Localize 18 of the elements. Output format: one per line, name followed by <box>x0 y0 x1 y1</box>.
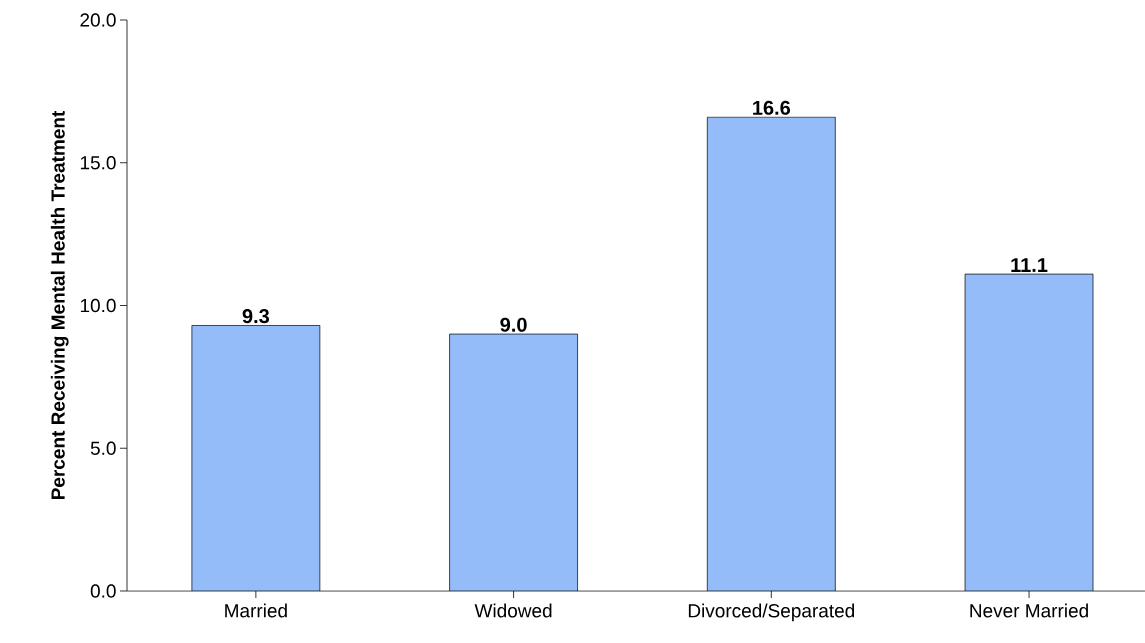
x-tick-label: Widowed <box>474 603 552 618</box>
x-tick-label: Married <box>225 603 287 618</box>
y-tick-label: 0.0 <box>90 584 116 598</box>
data-label: 9.0 <box>500 317 527 332</box>
bar <box>191 325 321 591</box>
y-tick-label: 15.0 <box>80 156 116 170</box>
y-tick-label: 10.0 <box>80 298 116 313</box>
x-tick-label: Divorced/Separated <box>688 603 855 622</box>
data-label: 16.6 <box>753 100 791 115</box>
data-label: 9.3 <box>242 309 270 324</box>
y-tick-label: 5.0 <box>90 441 116 455</box>
bar <box>964 273 1094 591</box>
x-tick-label: Never Married <box>970 603 1088 618</box>
data-label: 11.1 <box>1011 258 1048 272</box>
y-axis-title: Percent Receiving Mental Health Treatment <box>50 110 69 500</box>
y-tick-label: 20.0 <box>80 13 116 27</box>
bar <box>449 333 578 591</box>
bar <box>706 116 836 591</box>
